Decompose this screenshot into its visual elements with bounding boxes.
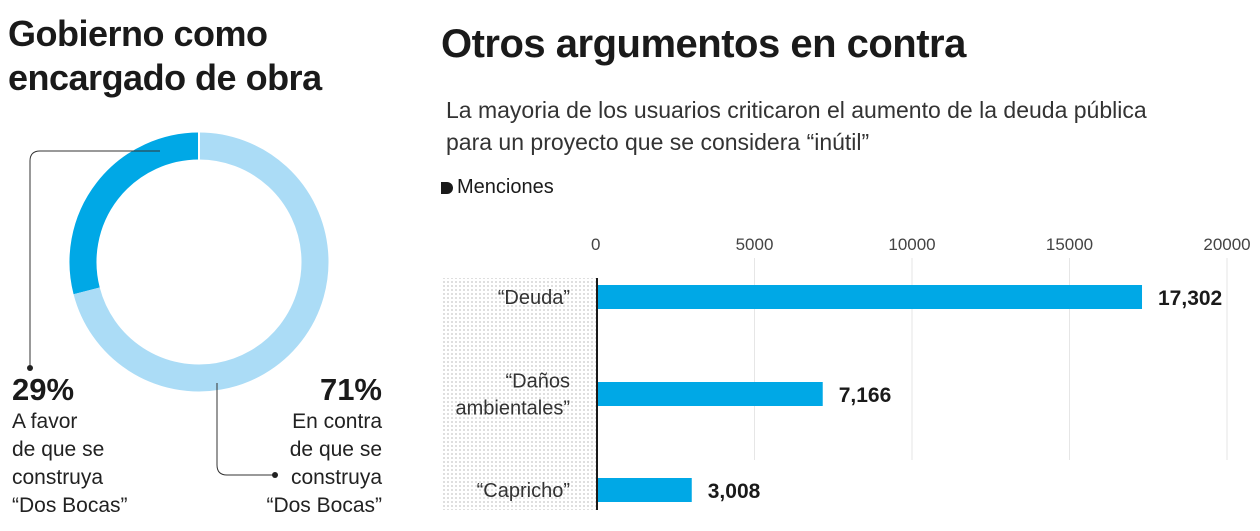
category-label: “Deuda” [498, 287, 570, 309]
left-title-line2: encargado de obra [8, 57, 322, 98]
tick-label: 0 [591, 235, 600, 254]
favor-line: “Dos Bocas” [12, 494, 128, 517]
tick-label: 15000 [1046, 235, 1093, 254]
leader-dot-favor [27, 365, 33, 371]
favor-percent: 29% [12, 372, 75, 407]
subtitle-line2: para un proyecto que se considera “inúti… [446, 129, 870, 155]
favor-line: A favor [12, 410, 78, 433]
favor-line: de que se [12, 438, 105, 461]
bar [597, 478, 692, 502]
tick-label: 10000 [888, 235, 935, 254]
contra-percent: 71% [319, 372, 382, 407]
category-panel [442, 278, 596, 510]
legend-marker-icon [441, 182, 453, 194]
legend-label: Menciones [457, 176, 554, 198]
bar-chart: 0 5000 10000 15000 20000 17,302 “Deuda” 7,166 “D… [442, 235, 1251, 510]
right-title: Otros argumentos en contra [441, 22, 966, 66]
value-label: 7,166 [839, 384, 892, 407]
bar [597, 382, 823, 406]
legend: Menciones [441, 176, 554, 199]
category-label: “Daños [506, 371, 570, 393]
donut-chart [27, 132, 329, 478]
subtitle: La mayoria de los usuarios criticaron el… [446, 94, 1147, 158]
category-label: ambientales” [455, 398, 570, 420]
donut-slice-contra [73, 132, 329, 392]
tick-label: 5000 [736, 235, 774, 254]
tick-label: 20000 [1203, 235, 1250, 254]
contra-line: En contra [292, 410, 382, 433]
category-label: “Capricho” [477, 480, 570, 502]
contra-description: En contra de que se construya “Dos Bocas… [266, 408, 382, 520]
left-title: Gobierno como encargado de obra [8, 12, 322, 100]
subtitle-line1: La mayoria de los usuarios criticaron el… [446, 97, 1147, 123]
leader-dot-contra [272, 472, 278, 478]
contra-line: construya [290, 466, 382, 489]
leader-line-contra [216, 383, 275, 476]
value-label: 17,302 [1158, 287, 1222, 310]
donut-slice-favor [69, 132, 200, 295]
contra-line: de que se [289, 438, 382, 461]
value-label: 3,008 [708, 480, 761, 503]
left-title-line1: Gobierno como [8, 13, 268, 54]
favor-line: construya [12, 466, 104, 489]
contra-line: “Dos Bocas” [266, 494, 382, 517]
bar [597, 285, 1143, 309]
favor-description: A favor de que se construya “Dos Bocas” [12, 408, 128, 520]
leader-line-favor [29, 150, 160, 368]
